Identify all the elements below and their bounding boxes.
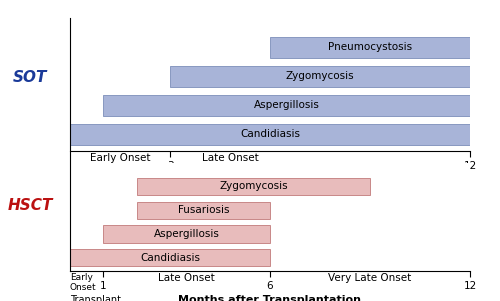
Bar [136, 202, 270, 219]
Bar [270, 37, 470, 58]
Text: Early
Onset: Early Onset [70, 273, 96, 292]
Bar [70, 124, 470, 145]
Text: Fusariosis: Fusariosis [178, 205, 229, 215]
Text: Candidiasis: Candidiasis [240, 129, 300, 139]
Text: Late Onset: Late Onset [158, 273, 215, 283]
Bar [104, 225, 270, 243]
Text: Very Late Onset: Very Late Onset [328, 273, 411, 283]
Bar [104, 95, 470, 116]
Text: SOT: SOT [13, 70, 47, 85]
Text: Zygomycosis: Zygomycosis [286, 71, 354, 81]
Text: HSCT: HSCT [8, 198, 52, 213]
Text: Late Onset: Late Onset [202, 153, 258, 163]
Text: Zygomycosis: Zygomycosis [219, 182, 288, 191]
Text: Early Onset: Early Onset [90, 153, 150, 163]
Bar [170, 66, 470, 87]
Text: Months after Transplantation: Months after Transplantation [178, 295, 362, 301]
Text: Aspergillosis: Aspergillosis [254, 100, 320, 110]
Text: Transplant: Transplant [70, 295, 121, 301]
Text: Candidiasis: Candidiasis [140, 253, 200, 263]
Bar [70, 249, 270, 266]
Bar [136, 178, 370, 195]
Text: Pneumocystosis: Pneumocystosis [328, 42, 412, 52]
Text: Aspergillosis: Aspergillosis [154, 229, 220, 239]
